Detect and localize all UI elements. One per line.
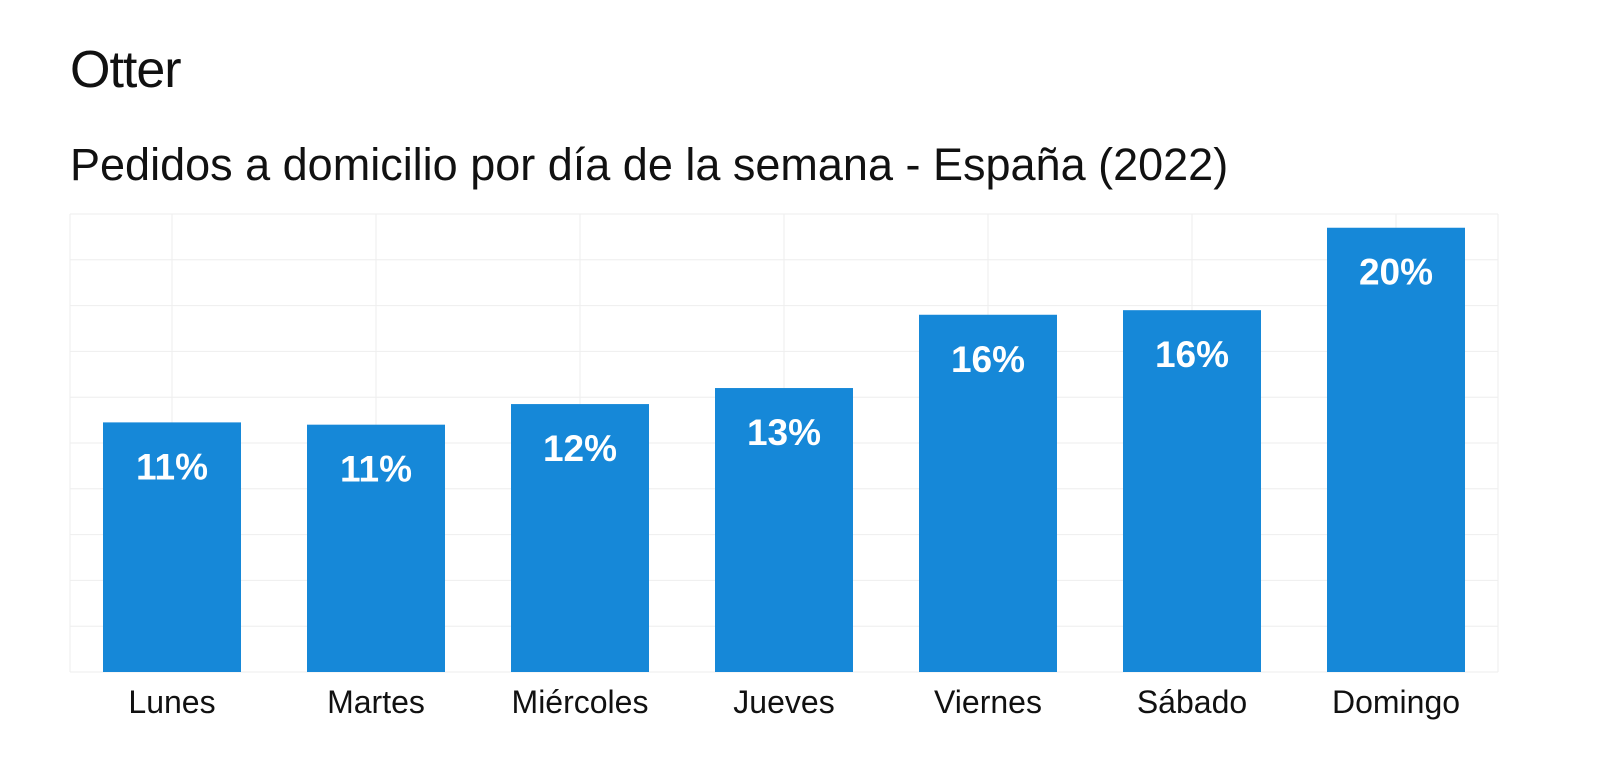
bar-value-label: 11% [340, 449, 412, 490]
x-tick-label: Sábado [1137, 684, 1247, 720]
bar-2 [511, 404, 649, 672]
bar-1 [307, 424, 445, 672]
bar-value-label: 11% [136, 446, 208, 487]
x-tick-label: Miércoles [512, 684, 649, 720]
bar-6 [1327, 227, 1465, 673]
bar-value-label: 12% [543, 428, 617, 469]
x-tick-label: Lunes [128, 684, 215, 720]
bar-value-label: 16% [951, 339, 1025, 380]
x-tick-label: Viernes [934, 684, 1042, 720]
bar-value-label: 16% [1155, 334, 1229, 375]
chart-bars [103, 227, 1465, 673]
chart-title: Pedidos a domicilio por día de la semana… [70, 139, 1229, 190]
bar-value-label: 13% [747, 412, 821, 453]
x-tick-label: Martes [327, 684, 425, 720]
x-tick-label: Domingo [1332, 684, 1460, 720]
brand-logo: Otter [70, 41, 182, 99]
bar-5 [1123, 310, 1261, 672]
bar-3 [715, 388, 853, 672]
bar-value-label: 20% [1359, 252, 1433, 293]
chart-labels: 11% Lunes 11% Martes 12% Miércoles 13% Jueves 16… [128, 252, 1460, 720]
x-tick-label: Jueves [733, 684, 834, 720]
bar-0 [103, 422, 241, 672]
bar-4 [919, 314, 1057, 672]
